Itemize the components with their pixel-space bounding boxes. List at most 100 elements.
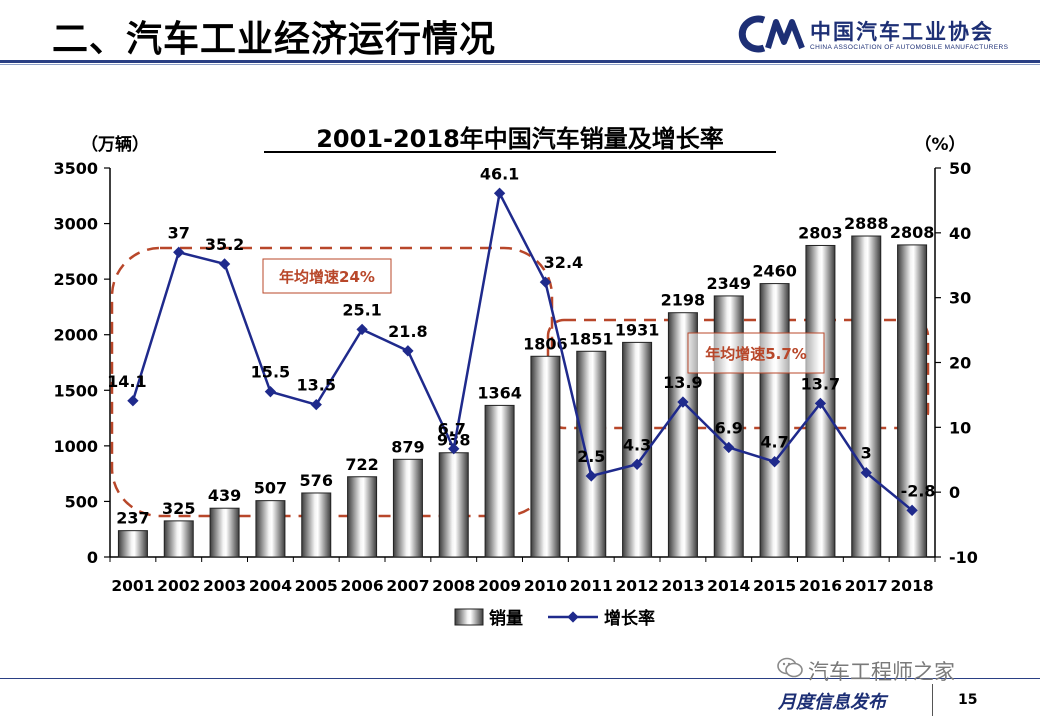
x-tick-label: 2006	[341, 577, 384, 595]
bar-value-label: 2888	[844, 214, 889, 233]
x-tick-label: 2008	[432, 577, 475, 595]
x-tick-label: 2010	[524, 577, 567, 595]
footer-rule	[0, 678, 1040, 679]
x-tick-label: 2002	[157, 577, 200, 595]
x-tick-label: 2011	[570, 577, 613, 595]
x-tick-label: 2007	[386, 577, 429, 595]
line-marker	[402, 345, 414, 357]
footer-divider	[932, 684, 933, 716]
line-value-label: 13.7	[801, 374, 840, 393]
line-value-label: 15.5	[251, 363, 290, 382]
y-right-unit-label: （%）	[914, 134, 965, 155]
y-left-tick-label: 0	[87, 548, 98, 567]
line-marker	[906, 504, 918, 516]
line-marker	[860, 467, 872, 479]
annotation-label-2-frame	[687, 332, 825, 374]
x-tick-label: 2005	[295, 577, 338, 595]
line-value-label: 13.5	[297, 376, 336, 395]
line-value-label: 37	[168, 223, 190, 242]
y-right-tick-label: -10	[949, 548, 978, 567]
line-marker	[448, 443, 460, 455]
x-tick-label: 2013	[661, 577, 704, 595]
legend-swatch-marker	[567, 611, 579, 623]
line-marker	[631, 458, 643, 470]
line-value-label: 14.1	[107, 372, 146, 391]
line-marker	[310, 398, 322, 411]
slide-title: 二、汽车工业经济运行情况	[52, 19, 497, 60]
bar-sales	[438, 452, 469, 558]
x-tick-label: 2003	[203, 577, 246, 595]
line-marker	[814, 397, 827, 410]
bar-sales	[301, 492, 332, 558]
line-marker	[585, 470, 597, 482]
bar-value-label: 2198	[661, 291, 706, 310]
bar-sales	[163, 520, 194, 558]
wechat-icon	[777, 657, 803, 678]
page-number: 15	[958, 692, 978, 708]
y-right-tick-label: 50	[949, 159, 971, 178]
bar-sales	[851, 235, 882, 558]
bar-sales	[576, 350, 607, 558]
bar-value-label: 507	[254, 479, 287, 498]
annotation-label-1: 年均增速24%	[279, 268, 375, 286]
line-value-label: 4.3	[623, 435, 651, 454]
bar-value-label: 576	[300, 471, 333, 490]
line-value-label: -2.8	[901, 481, 936, 500]
line-value-label: 6.7	[438, 420, 466, 439]
annotation-label-1-frame	[262, 258, 392, 294]
legend-label-sales: 销量	[489, 608, 523, 629]
x-tick-label: 2009	[478, 577, 521, 595]
watermark-text: 汽车工程师之家	[808, 660, 955, 684]
header-rule-thin	[0, 64, 1040, 65]
x-tick-label: 2016	[799, 577, 842, 595]
bar-value-label: 938	[437, 431, 470, 450]
bar-sales	[392, 458, 423, 558]
bar-value-label: 1364	[477, 383, 522, 402]
bar-value-label: 439	[208, 486, 241, 505]
y-left-tick-label: 3000	[53, 215, 98, 234]
line-value-label: 32.4	[544, 253, 583, 272]
bar-value-label: 325	[162, 499, 195, 518]
line-value-label: 2.5	[577, 447, 605, 466]
chart-title: 2001-2018年中国汽车销量及增长率	[316, 125, 724, 153]
bar-sales	[255, 500, 286, 558]
line-marker	[356, 323, 368, 336]
bar-value-label: 237	[116, 509, 149, 528]
logo-org-name-en: CHINA ASSOCIATION OF AUTOMOBILE MANUFACT…	[810, 44, 1009, 51]
y-right-tick-label: 0	[949, 483, 960, 502]
x-tick-label: 2014	[707, 577, 750, 595]
line-value-label: 35.2	[205, 235, 244, 254]
line-value-label: 21.8	[388, 322, 427, 341]
bar-sales	[209, 507, 240, 558]
line-marker	[493, 187, 506, 199]
bar-value-label: 1806	[523, 334, 568, 353]
line-marker	[723, 441, 735, 454]
line-marker	[539, 276, 552, 288]
x-tick-label: 2017	[845, 577, 888, 595]
y-left-tick-label: 2500	[53, 270, 98, 289]
line-value-label: 6.9	[715, 418, 743, 437]
y-right-tick-label: 30	[949, 289, 971, 308]
caam-logo: 中国汽车工业协会 CHINA ASSOCIATION OF AUTOMOBILE…	[730, 14, 1030, 58]
line-growth-rate	[131, 189, 913, 512]
bar-value-label: 1851	[569, 329, 614, 348]
x-tick-label: 2018	[891, 577, 934, 595]
bar-sales	[347, 476, 378, 558]
bar-sales	[759, 283, 790, 558]
bar-value-label: 2808	[890, 223, 935, 242]
x-tick-label: 2004	[249, 577, 292, 595]
y-left-unit-label: （万辆）	[81, 134, 149, 155]
line-marker	[127, 395, 139, 407]
line-marker	[264, 386, 277, 398]
bar-value-label: 2460	[752, 262, 797, 281]
line-marker	[218, 258, 231, 270]
bar-value-label: 1931	[615, 320, 660, 339]
bar-sales	[117, 530, 148, 558]
legend-label-growth: 增长率	[604, 608, 655, 629]
line-value-label: 25.1	[342, 300, 381, 319]
line-marker	[768, 456, 781, 468]
annotation-label-2: 年均增速5.7%	[705, 345, 807, 363]
y-right-tick-label: 20	[949, 354, 971, 373]
line-value-label: 13.9	[663, 373, 702, 392]
